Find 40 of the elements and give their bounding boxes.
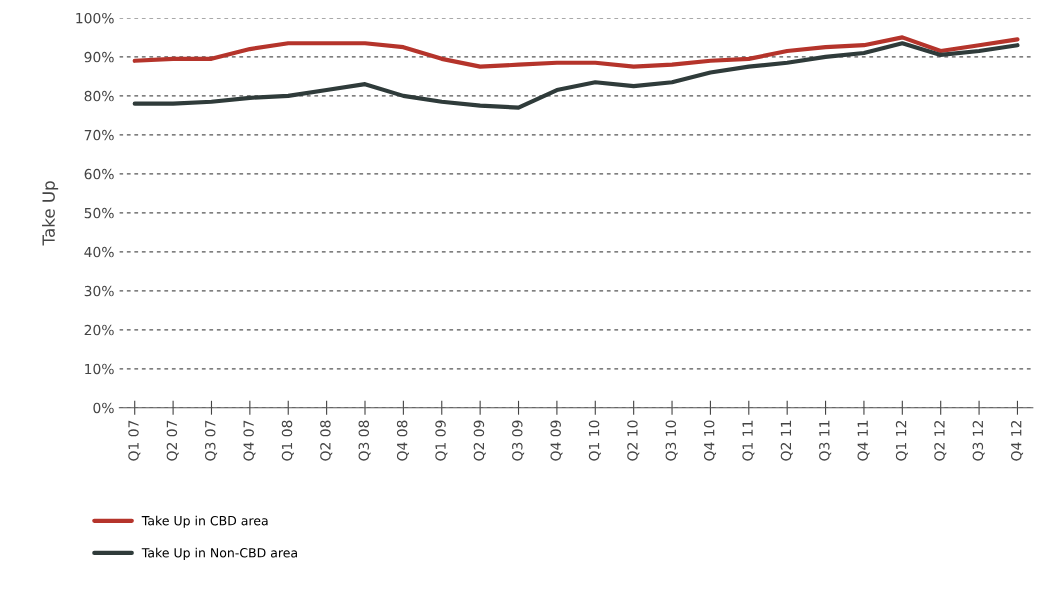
x-tick-label: Q1 10 xyxy=(588,420,601,461)
x-tick-label: Q1 08 xyxy=(281,420,294,461)
x-tick-label: Q2 11 xyxy=(780,420,793,461)
x-tick-label: Q4 12 xyxy=(1010,420,1024,461)
x-tick-label: Q1 11 xyxy=(742,420,755,461)
x-tick-label: Q1 12 xyxy=(895,420,908,461)
x-tick-label: Q3 09 xyxy=(512,420,525,461)
x-tick-label: Q1 09 xyxy=(435,420,448,461)
x-tick-label: Q4 08 xyxy=(396,420,409,461)
y-axis-title: Take Up xyxy=(42,181,59,246)
x-tick-label: Q3 08 xyxy=(358,420,371,461)
x-tick-label: Q2 09 xyxy=(473,420,486,461)
y-tick-label: 10% xyxy=(85,363,114,375)
x-tick-label: Q4 11 xyxy=(857,420,870,461)
y-tick-label: 60% xyxy=(84,168,114,180)
y-tick-label: 0% xyxy=(93,402,114,414)
x-tick-label: Q4 10 xyxy=(703,420,717,461)
x-tick-label: Q3 12 xyxy=(972,420,985,461)
line-series xyxy=(132,35,1020,69)
legend-label: Take Up in Non-CBD area xyxy=(141,547,297,560)
x-tick-label: Q3 10 xyxy=(665,420,678,461)
x-tick-label: Q4 09 xyxy=(550,420,563,461)
y-tick-label: 80% xyxy=(84,90,114,102)
line-series xyxy=(132,41,1020,110)
x-tick-label: Q3 07 xyxy=(205,420,218,461)
x-tick-label: Q2 08 xyxy=(320,420,333,461)
x-tick-label: Q3 11 xyxy=(819,420,832,461)
y-tick-label: 40% xyxy=(84,246,114,258)
y-tick-label: 70% xyxy=(84,129,114,141)
y-tick-label: 50% xyxy=(84,207,114,219)
y-tick-label: 20% xyxy=(84,324,114,336)
y-tick-label: 30% xyxy=(84,285,114,297)
y-tick-label: 100% xyxy=(76,12,114,24)
x-tick-label: Q4 07 xyxy=(243,420,256,461)
x-tick-label: Q2 07 xyxy=(166,420,179,461)
x-tick-label: Q1 07 xyxy=(128,420,141,461)
y-tick-label: 90% xyxy=(84,51,114,63)
legend-label: Take Up in CBD area xyxy=(141,515,268,528)
x-tick-label: Q2 12 xyxy=(934,420,947,461)
x-tick-label: Q2 10 xyxy=(627,420,640,461)
